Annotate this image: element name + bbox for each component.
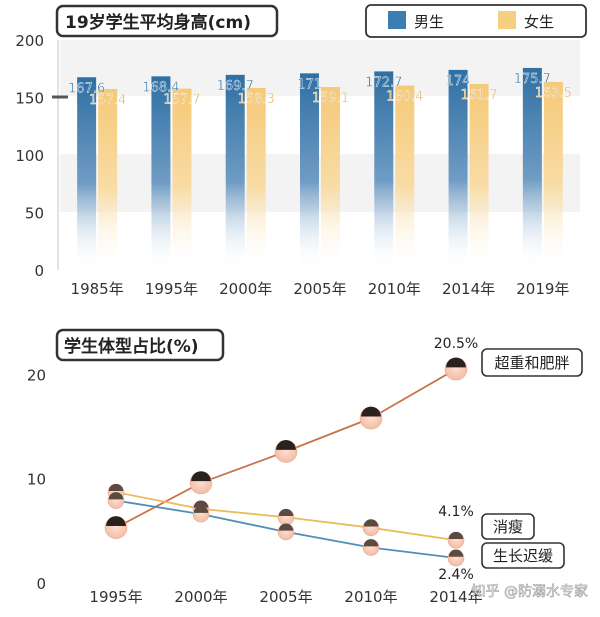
bar-value-label-female: 161.7: [460, 88, 497, 103]
bar-male: [448, 69, 468, 271]
marker-thin: [447, 531, 465, 549]
bar-value-label-male: 172.7: [365, 75, 402, 90]
bar-female: [321, 87, 340, 270]
x-tick-label: 2019年: [516, 280, 569, 298]
bar-male: [77, 77, 97, 270]
y-tick-label: 0: [34, 262, 44, 280]
y-tick-label: 150: [15, 90, 44, 108]
series-label-thin-text: 消瘦: [493, 518, 523, 536]
bar-female: [543, 81, 563, 270]
marker-stunted: [277, 523, 295, 541]
bar-female: [469, 84, 489, 270]
marker-overweight: [274, 439, 298, 463]
bar-value-label-male: 174: [446, 74, 471, 89]
y-tick-label: 50: [25, 205, 44, 223]
bar-value-label-male: 171: [297, 77, 322, 92]
line-title-frame: [55, 328, 225, 362]
marker-stunted: [192, 505, 210, 523]
bar-female: [98, 88, 118, 271]
x-tick-label: 1995年: [145, 280, 198, 298]
line-y-tick-label: 20: [27, 366, 46, 384]
marker-overweight: [444, 357, 468, 381]
line-chart-title: 学生体型占比(%): [64, 336, 199, 357]
legend-swatch-female: [498, 11, 516, 29]
series-label-overweight: 超重和肥胖: [481, 348, 583, 377]
body-type-chart: 学生体型占比(%) 0 10 20 1995年 2000年 2005年 2010年 2014…: [27, 328, 583, 606]
y-tick-label: 100: [15, 147, 44, 165]
series-label-stunted-frame: [481, 542, 565, 569]
marker-overweight: [189, 471, 213, 495]
annotation-thin: 4.1%: [438, 504, 474, 520]
band-lower: [60, 154, 580, 212]
legend-label-female: 女生: [524, 13, 554, 31]
bar-male: [151, 76, 171, 270]
line-y-tick-label: 10: [27, 471, 46, 489]
bar-female: [246, 87, 266, 270]
bar-value-label-female: 160.4: [386, 90, 423, 105]
series-label-thin-frame: [481, 513, 535, 540]
annotation-overweight: 20.5%: [434, 336, 478, 352]
x-tick-label: 2005年: [293, 280, 346, 298]
bar-male: [522, 67, 542, 270]
bar-value-label-female: 163.5: [535, 86, 572, 101]
marker-overweight: [104, 516, 128, 539]
legend-swatch-male: [388, 11, 406, 29]
line-x-tick-label: 2005年: [259, 588, 312, 606]
marker-stunted: [107, 492, 125, 509]
series-label-thin: 消瘦: [481, 513, 535, 540]
legend-label-male: 男生: [414, 13, 444, 31]
annotation-stunted: 2.4%: [438, 567, 474, 583]
y-tick-label: 200: [15, 32, 44, 50]
bar-value-label-female: 157.4: [89, 93, 126, 108]
bar-male: [300, 73, 319, 270]
x-tick-label: 2014年: [442, 280, 495, 298]
line-x-tick-label: 2010年: [344, 588, 397, 606]
bar-value-label-male: 175.7: [514, 72, 551, 87]
height-chart-title: 19岁学生平均身高(cm): [65, 12, 251, 33]
line-x-tick-label: 2000年: [174, 588, 227, 606]
bar-value-label-male: 169.7: [217, 79, 254, 94]
watermark: 知乎 @防溺水专家: [472, 583, 588, 600]
marker-thin: [362, 519, 380, 536]
line-x-tick-label: 1995年: [89, 588, 142, 606]
bar-value-label-male: 167.6: [68, 81, 105, 96]
bar-male: [374, 71, 394, 271]
legend: 男生 女生: [365, 4, 587, 38]
marker-thin: [277, 508, 295, 526]
bar-value-label-male: 168.4: [142, 80, 179, 95]
series-label-stunted-text: 生长迟缓: [493, 547, 553, 565]
bar-female: [395, 85, 415, 270]
series-label-overweight-frame: [481, 348, 583, 377]
line-y-tick-label: 0: [36, 575, 46, 593]
height-title-box: 19岁学生平均身高(cm): [55, 4, 279, 38]
bar-value-label-female: 159.1: [312, 91, 349, 106]
line-x-tick-label: 2014年: [429, 588, 482, 606]
marker-stunted: [447, 549, 465, 567]
x-tick-label: 2000年: [219, 280, 272, 298]
bar-value-label-female: 158.3: [238, 92, 275, 107]
height-title-frame: [55, 4, 279, 38]
series-label-stunted: 生长迟缓: [481, 542, 565, 569]
marker-stunted: [362, 539, 380, 556]
marker-overweight: [359, 406, 383, 430]
x-tick-label: 2010年: [368, 280, 421, 298]
series-label-overweight-text: 超重和肥胖: [494, 354, 569, 372]
legend-frame: [365, 4, 587, 38]
bar-male: [225, 74, 245, 270]
band-upper: [60, 40, 580, 96]
bar-value-label-female: 157.7: [163, 93, 200, 108]
x-tick-label: 1985年: [71, 280, 124, 298]
bar-female: [172, 88, 192, 271]
